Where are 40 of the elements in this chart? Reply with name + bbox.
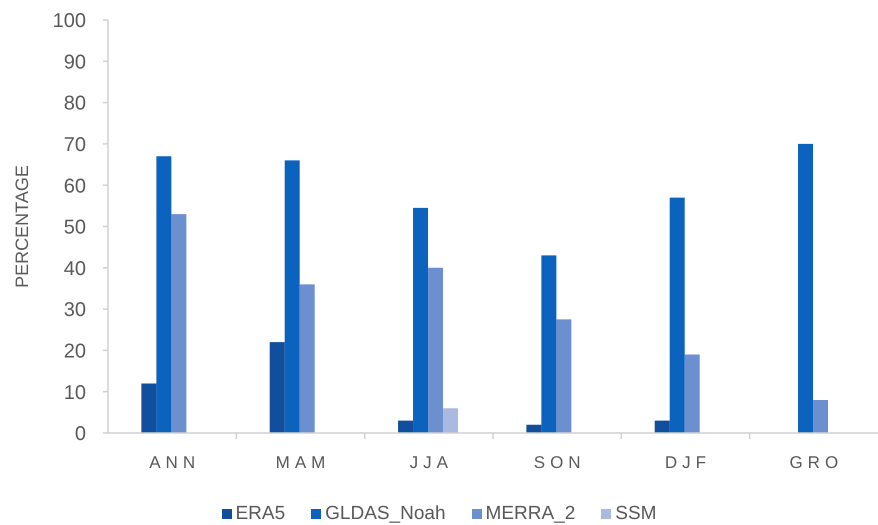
x-tick-label: MAM bbox=[276, 453, 330, 472]
legend-label: SSM bbox=[615, 503, 656, 525]
bar bbox=[171, 214, 186, 433]
x-tick-label: DJF bbox=[664, 453, 712, 472]
y-tick-label: 70 bbox=[64, 134, 86, 156]
bar bbox=[141, 383, 156, 433]
bar bbox=[443, 408, 458, 433]
y-axis-title: PERCENTAGE bbox=[12, 165, 32, 288]
bar bbox=[300, 284, 315, 433]
y-tick-label: 90 bbox=[64, 51, 86, 74]
legend-label: GLDAS_Noah bbox=[325, 503, 446, 525]
y-tick-label: 80 bbox=[64, 92, 86, 115]
x-tick-label: SON bbox=[534, 453, 586, 472]
bar bbox=[684, 354, 700, 433]
bar bbox=[556, 319, 572, 433]
y-tick-label: 30 bbox=[64, 299, 86, 322]
y-tick-label: 0 bbox=[74, 423, 86, 446]
bar bbox=[526, 424, 542, 433]
x-tick-label: ANN bbox=[149, 453, 200, 472]
legend-label: MERRA_2 bbox=[486, 503, 576, 525]
y-tick-label: 20 bbox=[64, 340, 86, 362]
x-tick-label: JJA bbox=[410, 453, 454, 472]
bar bbox=[270, 342, 285, 433]
bar bbox=[428, 268, 444, 433]
bar bbox=[413, 208, 428, 433]
bar bbox=[398, 420, 414, 433]
legend-label: ERA5 bbox=[236, 503, 286, 525]
bar bbox=[654, 420, 670, 433]
y-tick-label: 10 bbox=[64, 382, 86, 404]
bar bbox=[798, 144, 814, 433]
bar bbox=[813, 400, 828, 433]
bar bbox=[284, 160, 300, 433]
y-tick-label: 60 bbox=[64, 175, 86, 198]
bar bbox=[156, 156, 172, 433]
x-tick-label: GRO bbox=[789, 453, 844, 472]
y-tick-label: 100 bbox=[52, 10, 86, 32]
y-tick-label: 50 bbox=[64, 216, 86, 239]
bar bbox=[670, 198, 685, 433]
y-tick-label: 40 bbox=[64, 258, 86, 280]
bar bbox=[541, 255, 556, 433]
